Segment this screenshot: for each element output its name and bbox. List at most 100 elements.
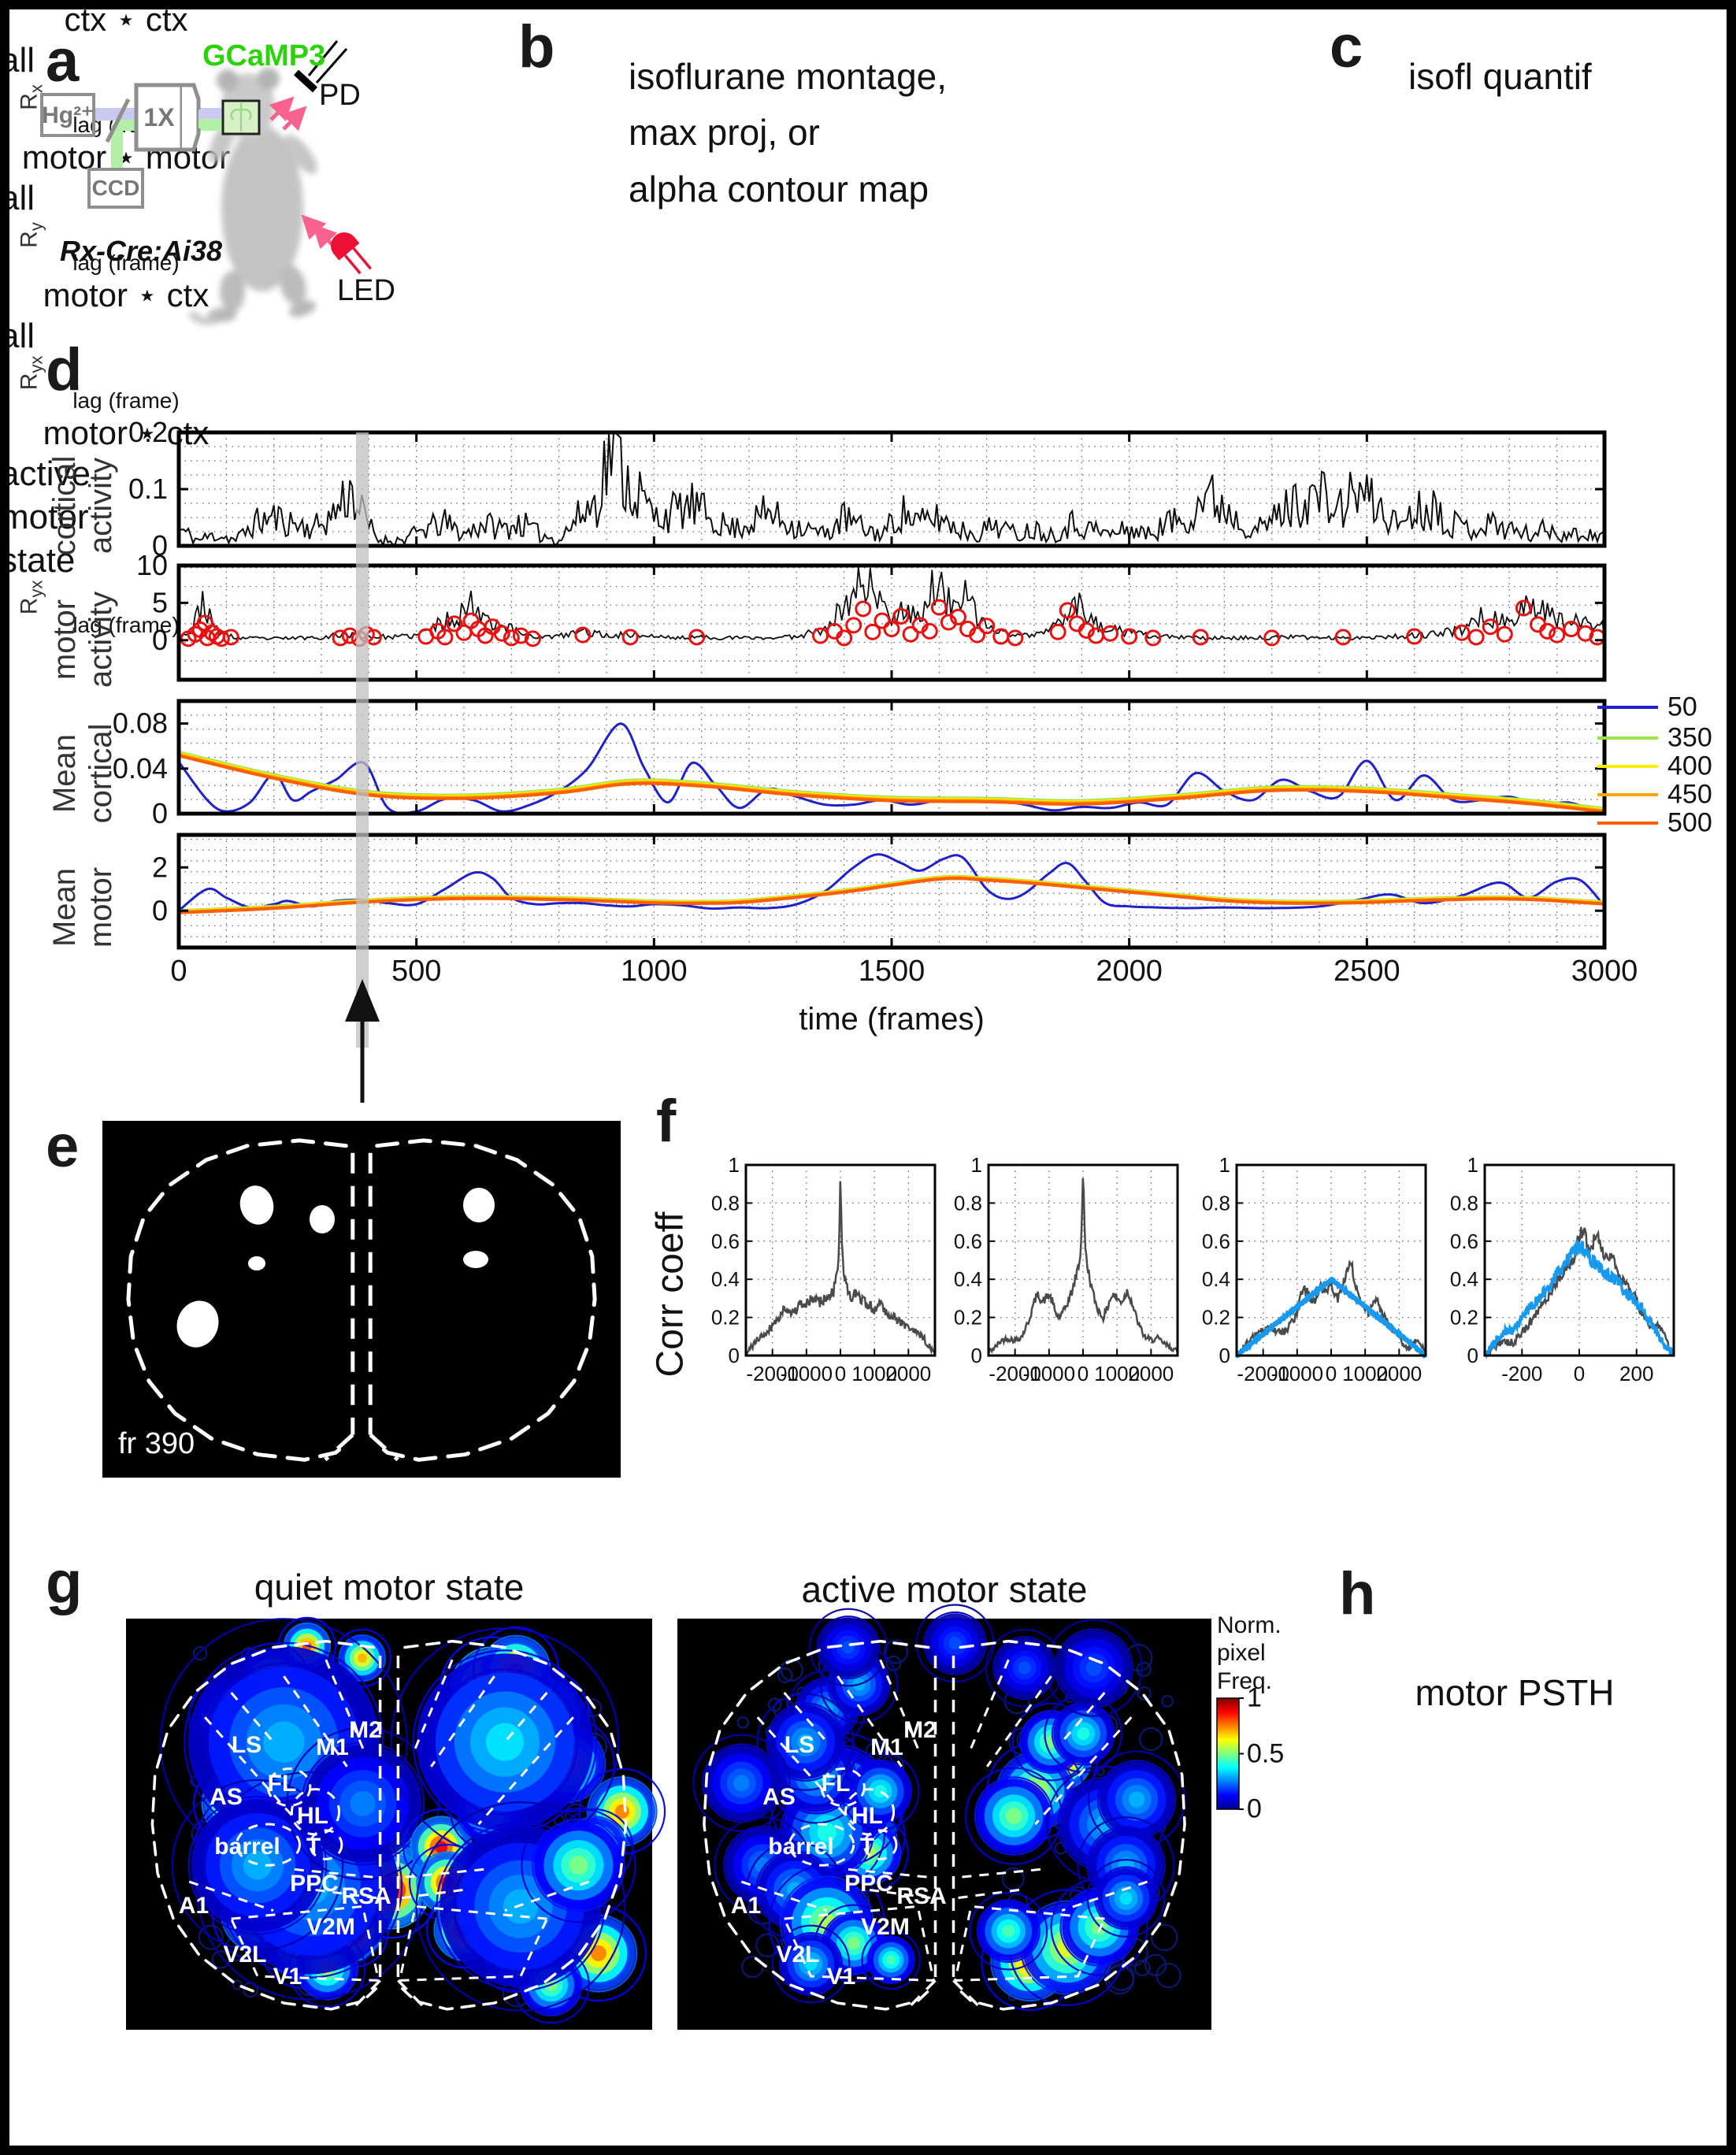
- region-label-V2M: V2M: [306, 1914, 355, 1940]
- contour-speckle: [1144, 1953, 1167, 1976]
- photodiode-icon: [293, 69, 318, 93]
- panel-c-text: isofl quantif: [1408, 56, 1592, 97]
- motor-event-marker: [1334, 629, 1352, 646]
- legend-label-50: 50: [1667, 692, 1697, 722]
- atlas-region-dashed: [820, 1767, 866, 1808]
- y-tick-label: 5: [152, 586, 168, 618]
- region-label-AS: AS: [210, 1784, 243, 1810]
- motor-event-marker: [1549, 626, 1566, 644]
- f-subplot-3: 0 0.2 0.4 0.6 0.8 1 -200 0 200: [1450, 1153, 1675, 1385]
- midline-dashed: [906, 1979, 937, 2011]
- f-annotation-line: motor: [0, 498, 89, 536]
- series-line: [177, 722, 1605, 815]
- region-label-V1: V1: [273, 1964, 302, 1990]
- atlas-boundary-dashed: [848, 1868, 934, 1879]
- contour-ring: [171, 1779, 344, 1952]
- atlas-region-dashed: [309, 1829, 343, 1860]
- motor-event-marker: [512, 627, 529, 644]
- y-tick-label: 0: [1467, 1344, 1478, 1367]
- y-tick-label: 0.8: [1450, 1191, 1478, 1215]
- y-tick-label: 10: [136, 549, 168, 581]
- heat-blob: [243, 1851, 273, 1880]
- contour-ring: [532, 1818, 625, 1912]
- active-region-blob: [463, 1188, 495, 1222]
- region-label-M1: M1: [316, 1734, 349, 1760]
- x-tick-label: 2000: [1376, 1362, 1422, 1385]
- contour-ring: [756, 1693, 855, 1791]
- f-corr-coeff-label: Corr coeff: [649, 1211, 692, 1378]
- y-tick-label: 0: [1219, 1344, 1230, 1367]
- motor-event-marker: [864, 623, 881, 640]
- region-label-HL: HL: [297, 1803, 328, 1829]
- panel-h-letter: h: [1339, 1560, 1376, 1627]
- brain-outline-dashed: [956, 1639, 1186, 2011]
- contour-speckle: [755, 1933, 780, 1957]
- motor-event-marker: [874, 612, 891, 629]
- region-label-FL: FL: [821, 1771, 851, 1797]
- atlas-boundary-dashed: [204, 1716, 301, 1825]
- contour-ring: [1086, 1859, 1166, 1938]
- y-tick-label: 0: [152, 797, 168, 829]
- correlation-curve: [1483, 1240, 1675, 1359]
- colorbar-tick-label-0: 0: [1247, 1793, 1262, 1824]
- heat-blob: [804, 1957, 818, 1971]
- contour-ring: [521, 1807, 636, 1923]
- brain-outline-dashed: [400, 1639, 628, 2011]
- objective-icon: [182, 83, 201, 152]
- d-ylabel-mean-motor: Mean motor: [46, 809, 119, 1006]
- motor-event-marker: [1144, 629, 1162, 647]
- d-plot-motor-activity: 0 5 10: [136, 549, 1607, 682]
- d-ylabel-mean-motor-line1: Mean: [47, 867, 82, 948]
- f-annotation-line: active: [0, 454, 91, 493]
- y-tick-label: 0.2: [1202, 1306, 1230, 1330]
- mouse-foot: [208, 308, 236, 322]
- contour-speckle: [1134, 1960, 1151, 1976]
- line-shape: [343, 254, 362, 275]
- heat-blob: [1002, 1924, 1015, 1938]
- contour-speckle: [885, 1656, 902, 1671]
- colorbar-title: Norm. pixel Freq.: [1217, 1612, 1282, 1695]
- y-tick-label: 0: [729, 1344, 740, 1367]
- region-label-A1: A1: [730, 1893, 762, 1919]
- panel-b-line1: isoflurane montage,: [629, 56, 948, 97]
- legend-label-500: 500: [1667, 807, 1712, 838]
- heat-blob: [1128, 1791, 1145, 1808]
- active-region-blob: [310, 1205, 335, 1233]
- y-tick-label: 1: [1467, 1153, 1478, 1177]
- y-tick-label: 0.8: [954, 1191, 982, 1215]
- contour-ring: [1050, 1878, 1148, 1976]
- ccd-label: CCD: [91, 176, 140, 200]
- region-label-barrel: barrel: [214, 1834, 280, 1860]
- contour-ring: [976, 1899, 1040, 1964]
- atlas-boundary-dashed: [1061, 1880, 1148, 1912]
- contour-speckle: [1136, 1661, 1152, 1677]
- panel-d-letter: d: [46, 336, 83, 403]
- motor-event-marker: [921, 622, 938, 640]
- f-annotation-line: state: [0, 541, 76, 580]
- y-tick-label: 0.6: [711, 1230, 740, 1253]
- g-heatmap-0: [150, 1616, 666, 2024]
- beamsplitter-icon: [105, 98, 131, 143]
- lens-label: 1X: [143, 102, 175, 132]
- atlas-region-dashed: [862, 1829, 898, 1860]
- heat-blob: [797, 1734, 814, 1750]
- atlas-boundary-dashed: [869, 1889, 934, 1900]
- frame-marker-arrow: [345, 979, 380, 1022]
- atlas-boundary-dashed: [294, 1868, 379, 1879]
- atlas-boundary-dashed: [740, 1880, 828, 1912]
- axes-box: [176, 833, 1607, 950]
- atlas-boundary-dashed: [230, 1692, 275, 1743]
- x-tick-label: 0: [1326, 1362, 1337, 1385]
- contour-ring: [692, 1734, 791, 1832]
- y-tick-label: 0.2: [1450, 1306, 1478, 1330]
- atlas-boundary-dashed: [504, 1880, 590, 1912]
- y-tick-label: 0.8: [711, 1191, 740, 1215]
- heat-blob: [817, 1823, 837, 1842]
- d-plot-mean-cortical: 0 0.04 0.08: [113, 699, 1607, 829]
- panel-b-letter: b: [518, 13, 555, 80]
- panel-h-text: motor PSTH: [1415, 1672, 1615, 1713]
- contour-speckle: [1139, 1727, 1163, 1752]
- region-label-V2L: V2L: [223, 1942, 267, 1968]
- atlas-boundary-dashed: [188, 1880, 274, 1912]
